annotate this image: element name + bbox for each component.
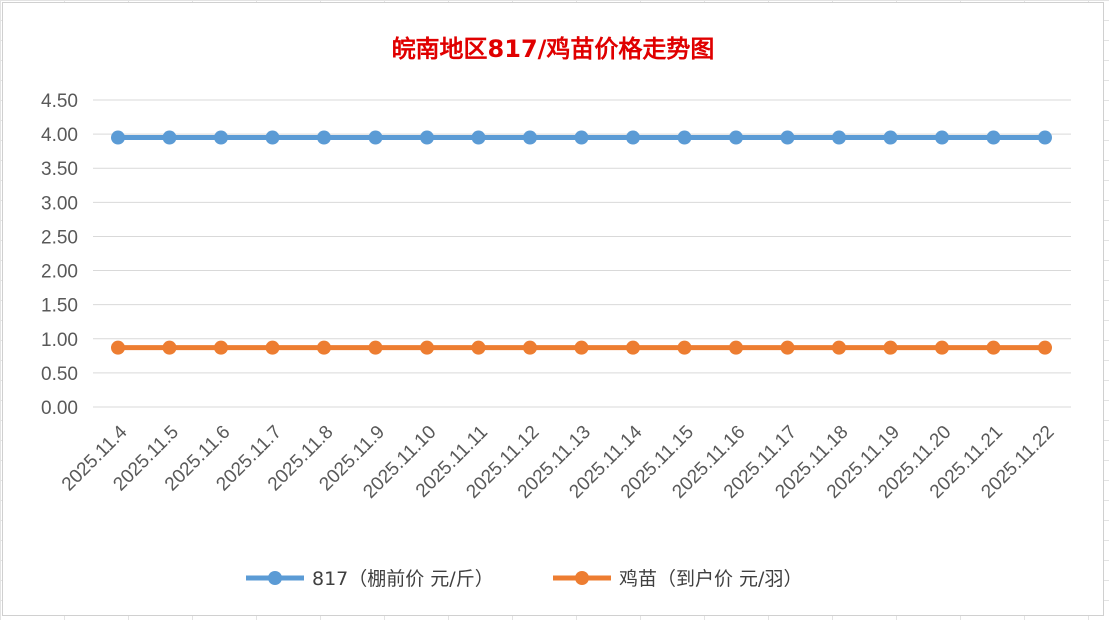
data-point bbox=[677, 130, 692, 145]
data-point bbox=[420, 130, 434, 145]
y-tick-label: 0.50 bbox=[41, 364, 78, 385]
y-tick-label: 0.00 bbox=[41, 398, 78, 419]
y-tick-label: 2.00 bbox=[41, 262, 78, 283]
y-tick-label: 4.50 bbox=[41, 91, 78, 112]
data-point bbox=[420, 340, 434, 355]
y-tick-label: 1.50 bbox=[41, 296, 78, 317]
data-point bbox=[471, 130, 486, 145]
data-point bbox=[574, 340, 589, 355]
data-point bbox=[832, 130, 846, 145]
data-point bbox=[214, 340, 228, 355]
y-tick-label: 3.00 bbox=[41, 193, 78, 214]
legend-marker bbox=[575, 571, 589, 585]
data-point bbox=[935, 130, 949, 145]
data-point bbox=[471, 340, 486, 355]
y-tick-label: 4.00 bbox=[41, 125, 78, 146]
data-point bbox=[626, 340, 640, 355]
data-point bbox=[317, 340, 331, 355]
data-point bbox=[935, 340, 949, 355]
data-point bbox=[368, 340, 383, 355]
y-tick-label: 3.50 bbox=[41, 159, 78, 180]
data-point bbox=[162, 340, 177, 355]
data-point bbox=[574, 130, 589, 145]
data-point bbox=[523, 130, 537, 145]
data-point bbox=[265, 340, 280, 355]
data-point bbox=[265, 130, 280, 145]
y-tick-label: 1.00 bbox=[41, 330, 78, 351]
y-tick-label: 2.50 bbox=[41, 227, 78, 248]
data-point bbox=[729, 130, 743, 145]
line-chart: 0.00 0.50 1.00 1.50 2.00 2.50 3.00 3.50 4.00 4.50… bbox=[41, 91, 1071, 590]
data-point bbox=[368, 130, 383, 145]
data-point bbox=[883, 130, 898, 145]
legend-label: 817（棚前价 元/斤） bbox=[312, 568, 494, 590]
data-point bbox=[317, 130, 331, 145]
data-point bbox=[986, 340, 1001, 355]
legend-marker bbox=[268, 571, 282, 585]
data-point bbox=[111, 340, 125, 355]
data-point bbox=[523, 340, 537, 355]
data-point bbox=[780, 130, 795, 145]
data-point bbox=[111, 130, 125, 145]
data-point bbox=[1038, 340, 1052, 355]
data-point bbox=[832, 340, 846, 355]
chart-title: 皖南地区817/鸡苗价格走势图 bbox=[391, 35, 715, 63]
data-point bbox=[214, 130, 228, 145]
data-point bbox=[729, 340, 743, 355]
data-point bbox=[626, 130, 640, 145]
data-point bbox=[677, 340, 692, 355]
data-point bbox=[162, 130, 177, 145]
data-point bbox=[780, 340, 795, 355]
data-point bbox=[1038, 130, 1052, 145]
data-point bbox=[986, 130, 1001, 145]
data-point bbox=[883, 340, 898, 355]
legend-label: 鸡苗（到户价 元/羽） bbox=[619, 568, 802, 590]
